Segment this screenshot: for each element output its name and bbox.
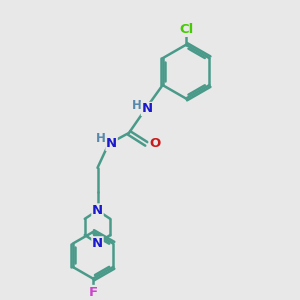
Text: F: F — [88, 286, 98, 298]
Text: O: O — [149, 137, 160, 150]
Text: N: N — [92, 204, 103, 217]
Text: H: H — [96, 132, 106, 145]
Text: N: N — [106, 137, 117, 150]
Text: N: N — [141, 103, 153, 116]
Text: Cl: Cl — [179, 23, 193, 36]
Text: N: N — [92, 237, 103, 250]
Text: H: H — [132, 99, 142, 112]
